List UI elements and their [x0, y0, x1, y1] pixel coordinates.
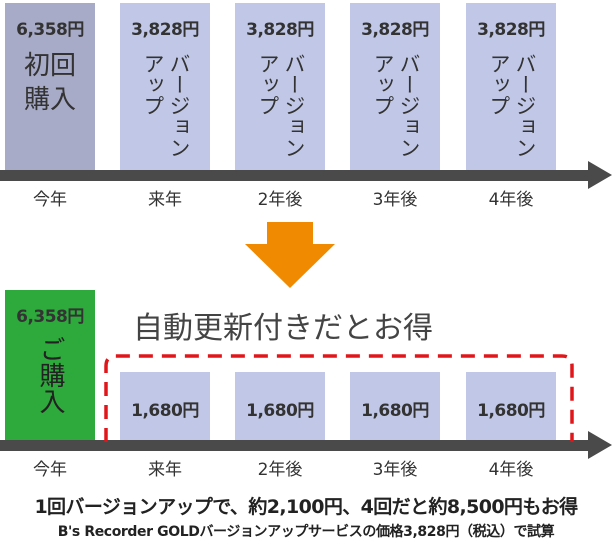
timeline-bar — [0, 170, 590, 181]
dashed-frame — [104, 354, 574, 442]
price: 1,680円 — [477, 401, 545, 421]
label: ご購入 — [35, 336, 65, 414]
renewal-box: 1,680円 — [466, 372, 556, 440]
down-arrow — [245, 222, 335, 288]
timeline-label: 2年後 — [257, 190, 303, 210]
price: 3,828円 — [131, 20, 199, 40]
price: 3,828円 — [477, 20, 545, 40]
timeline-label: 来年 — [148, 460, 182, 480]
timeline-label: 4年後 — [488, 460, 534, 480]
upgrade-box: 3,828円バージョンアップ — [235, 3, 325, 170]
renewal-box: 1,680円 — [120, 372, 210, 440]
price: 6,358円 — [16, 307, 84, 327]
upgrade-box: 3,828円バージョンアップ — [350, 3, 440, 170]
timeline-label: 4年後 — [488, 190, 534, 210]
price: 1,680円 — [246, 401, 314, 421]
label: バージョンアップ — [487, 53, 537, 158]
price: 6,358円 — [16, 20, 84, 40]
timeline-label: 3年後 — [372, 190, 418, 210]
timeline-label: 2年後 — [257, 460, 303, 480]
label: バージョンアップ — [371, 53, 421, 158]
timeline-label: 3年後 — [372, 460, 418, 480]
renewal-box: 1,680円 — [350, 372, 440, 440]
timeline-arrowhead — [588, 431, 612, 459]
footer-main: 1回バージョンアップで、約2,100円、4回だと約8,500円もお得 — [34, 496, 578, 518]
timeline-label: 今年 — [33, 190, 67, 210]
price: 3,828円 — [361, 20, 429, 40]
label: バージョンアップ — [141, 53, 191, 158]
timeline-bar — [0, 440, 590, 451]
upgrade-box: 3,828円バージョンアップ — [466, 3, 556, 170]
price: 1,680円 — [131, 401, 199, 421]
timeline-label: 来年 — [148, 190, 182, 210]
timeline-arrowhead — [588, 161, 612, 189]
footer-note: B's Recorder GOLDバージョンアップサービスの価格3,828円（税… — [57, 524, 555, 540]
down-arrow-shape — [245, 222, 335, 288]
heading: 自動更新付きだとお得 — [133, 311, 433, 346]
label: 初回購入 — [23, 51, 76, 115]
upgrade-box: 3,828円バージョンアップ — [120, 3, 210, 170]
price: 3,828円 — [246, 20, 314, 40]
first-purchase-box: 6,358円初回購入 — [5, 3, 95, 170]
dashed-outline — [104, 354, 574, 442]
purchase-box: 6,358円ご購入 — [5, 290, 95, 440]
price: 1,680円 — [361, 401, 429, 421]
label: バージョンアップ — [256, 53, 306, 158]
timeline-label: 今年 — [33, 460, 67, 480]
renewal-box: 1,680円 — [235, 372, 325, 440]
